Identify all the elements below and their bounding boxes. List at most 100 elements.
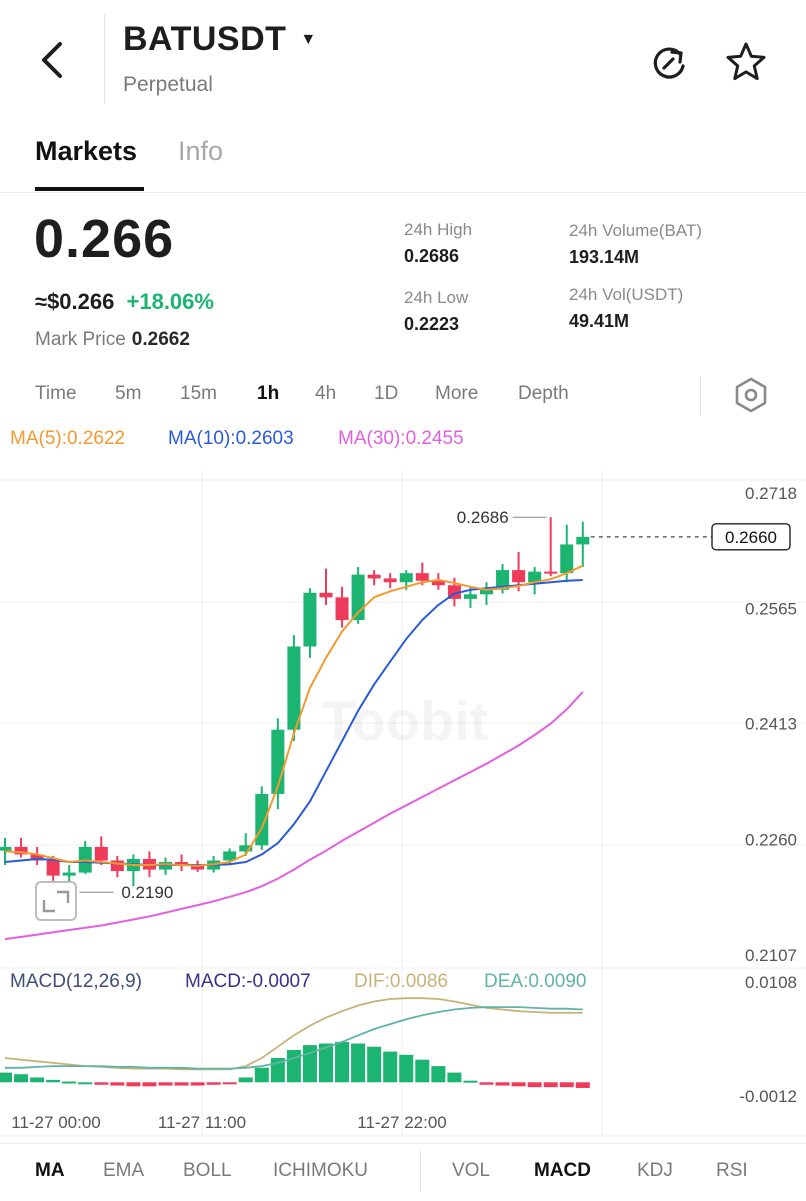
candle-body <box>319 592 333 598</box>
indicator-bar: MA EMA BOLL ICHIMOKU VOL MACD KDJ RSI <box>0 1143 806 1201</box>
stat-label: 24h Low <box>404 288 469 307</box>
macd-bar <box>575 1082 590 1088</box>
candle-body <box>528 571 542 583</box>
tab-info[interactable]: Info <box>178 136 224 166</box>
mark-price-label: Mark Price <box>35 329 126 350</box>
price-change: +18.06% <box>126 289 214 314</box>
macd-bar <box>495 1082 510 1086</box>
macd-bar <box>319 1043 333 1083</box>
symbol-selector[interactable]: BATUSDT ▼ <box>123 20 317 59</box>
stat-label: 24h Volume(BAT) <box>569 221 702 240</box>
macd-bar <box>559 1082 574 1088</box>
macd-bar <box>0 1072 12 1083</box>
candle-body <box>46 860 60 876</box>
candle-body <box>367 574 381 579</box>
fullscreen-icon-frame <box>35 881 77 921</box>
candle-body <box>14 846 28 855</box>
macd-bar <box>399 1054 414 1083</box>
stat-24h-volume-base: 24h Volume(BAT) 193.14M <box>569 221 702 268</box>
dea-line <box>5 1006 583 1070</box>
interval-more[interactable]: More <box>435 383 479 404</box>
chart-settings-button[interactable] <box>730 374 772 416</box>
candle-body <box>560 544 574 574</box>
ma30-legend: MA(30):0.2455 <box>338 428 464 449</box>
indicator-ichimoku[interactable]: ICHIMOKU <box>273 1160 368 1181</box>
time-axis-label: 11-27 22:00 <box>357 1113 446 1132</box>
candle-body <box>30 854 44 861</box>
candle-body <box>175 861 189 866</box>
indicator-macd[interactable]: MACD <box>534 1160 591 1181</box>
interval-1h[interactable]: 1h <box>257 383 280 404</box>
macd-bar <box>254 1067 269 1083</box>
fullscreen-icon[interactable] <box>35 881 77 921</box>
candle-body <box>480 589 493 595</box>
macd-bar <box>94 1082 109 1085</box>
macd-axis-label: -0.0012 <box>739 1087 797 1106</box>
low-marker-label: 0.2190 <box>121 883 173 902</box>
symbol-name: BATUSDT <box>123 20 287 58</box>
refresh-icon <box>653 47 685 79</box>
stat-value: 0.2223 <box>404 314 460 334</box>
indicator-ma[interactable]: MA <box>35 1160 65 1181</box>
price-axis-label: 0.2260 <box>745 830 797 849</box>
macd-bar <box>46 1079 61 1083</box>
candle-body <box>303 592 317 647</box>
candle-body <box>512 570 526 583</box>
watermark: Toobit <box>322 689 489 752</box>
tab-divider <box>0 192 806 193</box>
candle-body <box>383 578 397 583</box>
candle-body <box>94 846 108 861</box>
candle-body <box>335 597 349 621</box>
price-axis-label: 0.2413 <box>745 715 797 734</box>
tab-markets[interactable]: Markets <box>35 136 138 166</box>
stat-24h-high: 24h High 0.2686 <box>404 220 472 267</box>
macd-bar <box>206 1082 221 1085</box>
active-tab-indicator <box>35 187 144 191</box>
back-arrow-icon <box>42 42 62 78</box>
ma30-line <box>4 691 584 941</box>
interval-5m[interactable]: 5m <box>115 383 142 404</box>
macd-bar <box>142 1082 157 1087</box>
dif-legend: DIF:0.0086 <box>354 971 448 992</box>
caret-down-icon: ▼ <box>300 30 317 48</box>
stat-24h-low: 24h Low 0.2223 <box>404 288 468 335</box>
interval-depth[interactable]: Depth <box>518 383 569 404</box>
indicator-rsi[interactable]: RSI <box>716 1160 748 1181</box>
indicator-ema[interactable]: EMA <box>103 1160 145 1181</box>
favorite-button[interactable] <box>722 38 770 86</box>
macd-bar <box>383 1051 398 1083</box>
interval-15m[interactable]: 15m <box>180 383 217 404</box>
current-price-tag <box>711 523 791 551</box>
stat-label: 24h Vol(USDT) <box>569 285 684 304</box>
stat-value: 0.2686 <box>404 246 460 266</box>
refresh-button[interactable] <box>646 40 692 86</box>
star-icon <box>726 42 766 81</box>
candle-body <box>223 851 237 861</box>
contract-type: Perpetual <box>123 73 213 96</box>
back-button[interactable] <box>30 36 78 84</box>
ma5-legend: MA(5):0.2622 <box>10 428 126 449</box>
macd-bar <box>543 1082 558 1088</box>
stat-24h-volume-quote: 24h Vol(USDT) 49.41M <box>569 285 683 332</box>
price-axis-label: 0.2107 <box>745 946 797 965</box>
indicator-boll[interactable]: BOLL <box>183 1160 232 1181</box>
interval-1d[interactable]: 1D <box>374 383 399 404</box>
candle-body <box>496 570 510 590</box>
fullscreen-icon-corner <box>57 890 70 903</box>
macd-bar <box>286 1049 301 1083</box>
mark-price-row: Mark Price 0.2662 <box>35 329 190 351</box>
indicator-vol[interactable]: VOL <box>452 1160 491 1181</box>
candle-body <box>431 580 445 586</box>
macd-bar <box>158 1082 173 1086</box>
candle-body <box>110 860 124 872</box>
interval-4h[interactable]: 4h <box>315 383 337 404</box>
time-axis-label: 11-27 00:00 <box>11 1113 100 1132</box>
fiat-price: ≈$0.266 <box>35 289 115 314</box>
indicator-kdj[interactable]: KDJ <box>637 1160 673 1181</box>
hexagon-settings-icon <box>735 377 767 413</box>
interval-time[interactable]: Time <box>35 383 77 404</box>
macd-bar <box>14 1074 29 1083</box>
macd-bar <box>367 1046 382 1083</box>
current-price-value: 0.2660 <box>725 528 777 547</box>
price-chart[interactable]: Toobit 0.2718 0.2565 0.2413 0.2260 0.2107 0.… <box>0 456 806 1140</box>
